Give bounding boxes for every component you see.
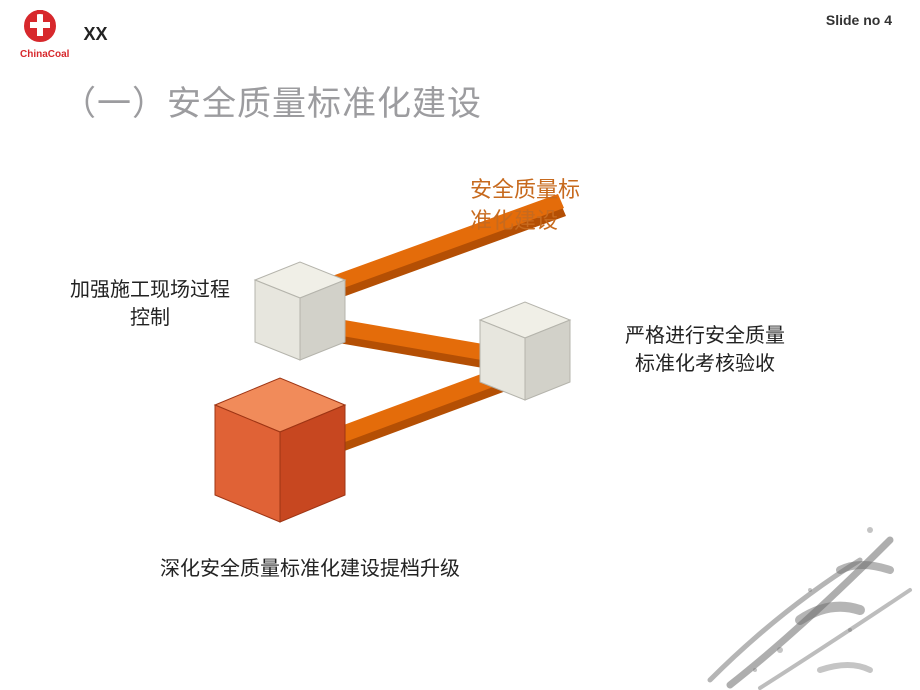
right-cube-label: 严格进行安全质量标准化考核验收 <box>595 322 815 378</box>
cube-bottom <box>215 378 345 522</box>
bottom-cube-label: 深化安全质量标准化建设提档升级 <box>120 555 500 583</box>
cube-left <box>255 262 345 360</box>
center-label: 安全质量标准化建设 <box>470 175 650 237</box>
left-cube-label: 加强施工现场过程控制 <box>50 276 250 332</box>
cube-right <box>480 302 570 400</box>
center-label-line1: 安全质量标准化建设 <box>470 177 580 233</box>
